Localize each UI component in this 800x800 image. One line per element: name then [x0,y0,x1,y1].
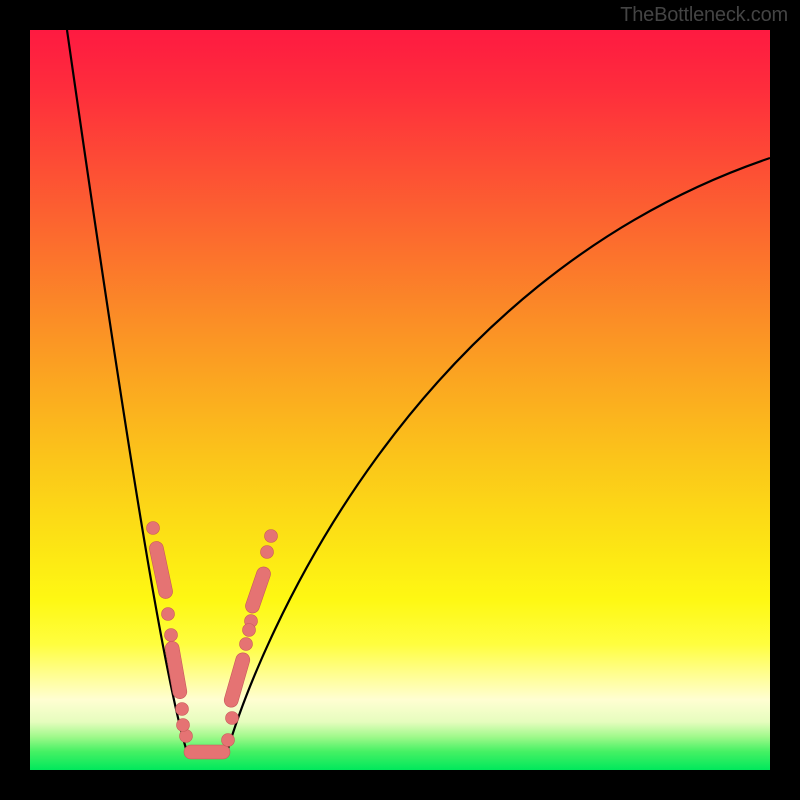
marker-circle [147,522,160,535]
marker-capsule [184,745,230,759]
chart-root: TheBottleneck.com [0,0,800,800]
marker-circle [176,703,189,716]
marker-circle [226,712,239,725]
marker-circle [165,629,178,642]
watermark-text: TheBottleneck.com [620,4,788,27]
marker-circle [265,530,278,543]
marker-circle [240,638,253,651]
marker-circle [261,546,274,559]
marker-circle [177,719,190,732]
marker-circle [222,734,235,747]
plot-area [30,30,770,770]
marker-circle [162,608,175,621]
chart-svg [0,0,800,800]
marker-circle [243,624,256,637]
